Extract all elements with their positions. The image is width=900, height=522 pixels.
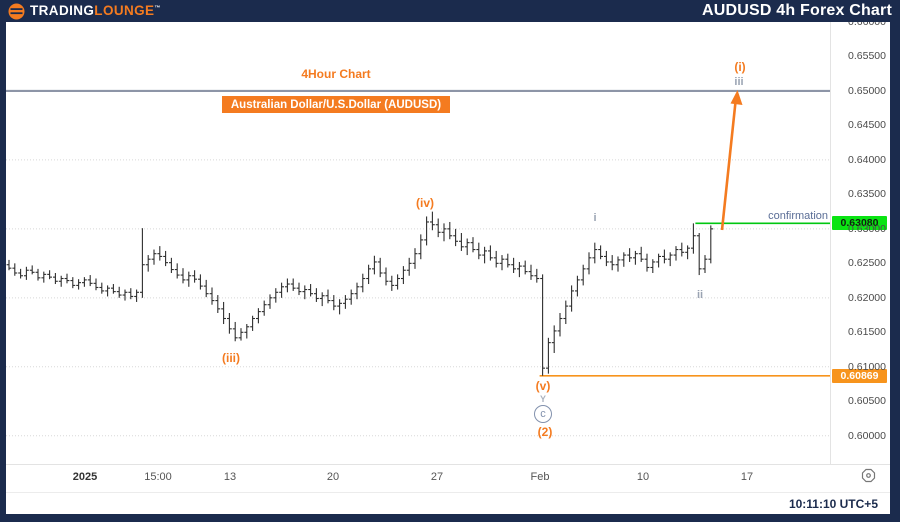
price-axis[interactable]: 0.63080 0.60869 0.66000 0.65500 0.65000 0.6… [830,22,890,464]
price-tick-label: 0.61500 [848,326,886,339]
support-price-tag: 0.60869 [832,368,887,383]
logo-trademark: ™ [154,5,161,12]
wave-label-i-target[interactable]: (i) [734,60,746,74]
price-tick-label: 0.60500 [848,395,886,408]
chart-title: AUDUSD 4h Forex Chart [701,2,892,19]
wave-label-c-circled[interactable]: c [534,405,552,423]
projection-up-arrow[interactable] [720,90,743,231]
symbol-label-box: Australian Dollar/U.S.Dollar (AUDUSD) [222,96,450,113]
price-tick-label: 0.60000 [848,429,886,442]
price-tick-label: 0.65500 [848,50,886,63]
wave-label-iii-target[interactable]: iii [734,76,744,88]
price-chart-canvas[interactable] [6,22,830,464]
price-tick-label: 0.62000 [848,291,886,304]
chart-area: 4Hour Chart Australian Dollar/U.S.Dollar… [6,22,890,514]
time-tick-label: 15:00 [144,471,172,483]
server-clock[interactable]: 10:11:10 UTC+5 [788,497,878,511]
time-tick-label: 2025 [72,471,98,483]
price-tick-label: 0.61000 [848,360,886,373]
time-axis[interactable]: 2025 15:00 13 20 27 Feb 10 17 [6,464,890,493]
ohlc-bars [6,211,714,376]
price-tick-label: 0.63500 [848,188,886,201]
time-tick-label: 10 [636,471,650,483]
wave-connector-glyph: Y [539,394,547,404]
wave-label-iv[interactable]: (iv) [416,196,434,210]
time-tick-label: 13 [223,471,237,483]
gridlines [6,90,830,437]
level-lines[interactable] [6,89,830,377]
price-tick-label: 0.64000 [848,153,886,166]
time-tick-label: Feb [530,471,550,483]
wave-label-v[interactable]: (v) [535,379,551,393]
axis-settings-icon[interactable] [861,468,876,483]
confirmation-price-tag: 0.63080 [832,216,887,231]
price-tick-label: 0.65000 [848,84,886,97]
price-tick-label: 0.66000 [848,22,886,28]
wave-label-i[interactable]: i [593,212,597,224]
price-tick-label: 0.62500 [848,257,886,270]
wave-label-iii[interactable]: (iii) [222,351,240,365]
wave-label-ii[interactable]: ii [696,289,704,301]
timeframe-label: 4Hour Chart [301,67,371,81]
wave-label-2[interactable]: (2) [537,425,553,439]
trading-lounge-logo[interactable]: TRADINGLOUNGE™ [8,3,161,20]
confirmation-label: confirmation [768,210,828,222]
trading-lounge-logo-icon [8,3,25,19]
price-tick-label: 0.63000 [848,222,886,235]
logo-part-lounge: LOUNGE [94,3,155,19]
time-tick-label: 17 [740,471,754,483]
time-tick-label: 27 [430,471,444,483]
status-strip: 10:11:10 UTC+5 [6,492,890,514]
time-tick-label: 20 [326,471,340,483]
logo-part-trading: TRADING [30,3,95,19]
price-tick-label: 0.64500 [848,119,886,132]
header-bar: TRADINGLOUNGE™ AUDUSD 4h Forex Chart [0,0,900,22]
logo-text: TRADINGLOUNGE™ [30,4,161,18]
